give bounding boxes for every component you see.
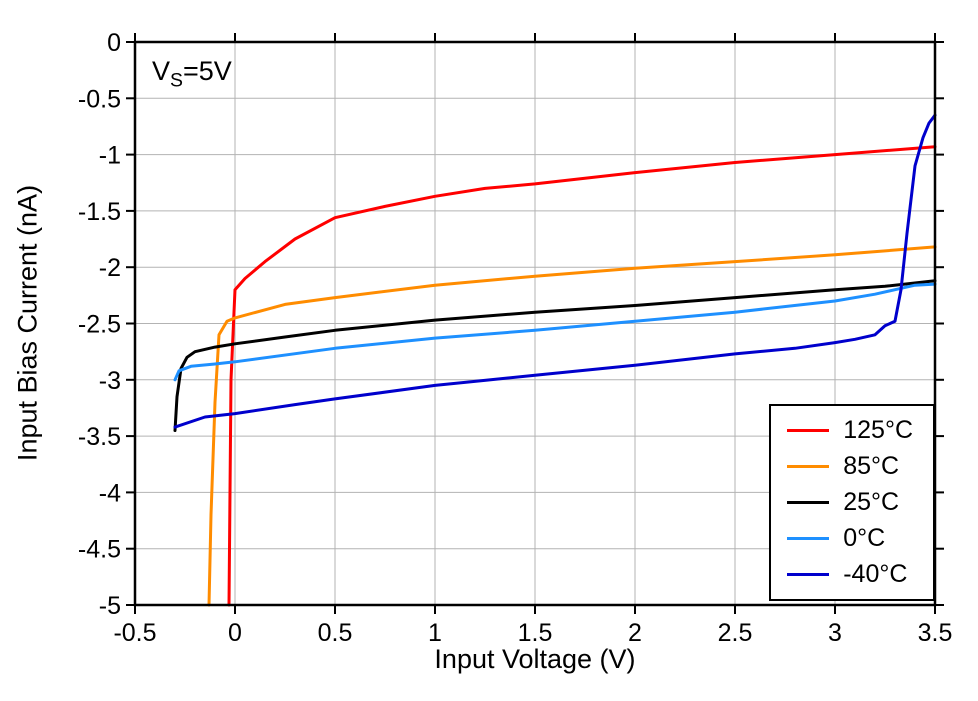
y-tick-label: -0.5 [78,85,121,113]
legend-label: 85°C [843,452,900,480]
legend-line [787,465,830,468]
legend-label: -40°C [843,560,908,588]
series-line-85°C [207,245,937,607]
series-line-0°C [173,282,937,382]
x-tick-label: 0.5 [318,619,353,647]
series-group [173,113,937,607]
legend-label: 125°C [843,416,913,444]
x-tick-label: 3 [828,619,842,647]
y-tick-label: -1 [99,142,121,170]
x-tick-label: 2.5 [718,619,753,647]
legend-line [787,501,830,504]
x-tick-label: 1 [428,619,442,647]
supply-voltage-annotation: VS=5V [152,56,232,92]
x-tick-label: -0.5 [113,619,156,647]
y-tick-label: 0 [107,29,121,57]
x-tick-label: 3.5 [918,619,953,647]
y-tick-label: -3.5 [78,423,121,451]
x-tick-label: 2 [628,619,642,647]
annotation-prefix: V [152,56,171,86]
legend-item: 85°C [787,454,913,479]
series-line--40°C [173,113,937,429]
annotation-subscript: S [170,69,183,92]
legend-item: -40°C [787,562,913,587]
legend-item: 0°C [787,526,913,551]
legend-line [787,429,830,432]
y-tick-label: -4.5 [78,536,121,564]
legend-label: 25°C [843,488,900,516]
tick-labels: -0.5 0 0.5 1 1.5 2 2.5 3 3.5 0 -0.5 -1 -1.5 -2 -2.5 -3 -… [78,29,952,647]
gridlines [134,41,936,606]
y-tick-label: -5 [99,592,121,620]
legend-line [787,573,830,576]
y-tick-label: -1.5 [78,198,121,226]
legend: 125°C 85°C 25°C 0°C -40°C [769,404,935,601]
y-axis-title: Input Bias Current (nA) [12,184,43,462]
legend-item: 125°C [787,418,913,443]
annotation-suffix: =5V [182,56,232,86]
series-line-125°C [227,145,937,607]
y-tick-label: -4 [99,479,121,507]
legend-line [787,537,830,540]
x-tick-label: 0 [228,619,242,647]
legend-label: 0°C [843,524,886,552]
legend-item: 25°C [787,490,913,515]
x-tick-label: 1.5 [518,619,553,647]
y-tick-label: -3 [99,367,121,395]
y-tick-label: -2 [99,254,121,282]
ticks [126,33,944,614]
series-line-25°C [173,279,937,432]
y-tick-label: -2.5 [78,311,121,339]
x-axis-title: Input Voltage (V) [434,644,636,674]
